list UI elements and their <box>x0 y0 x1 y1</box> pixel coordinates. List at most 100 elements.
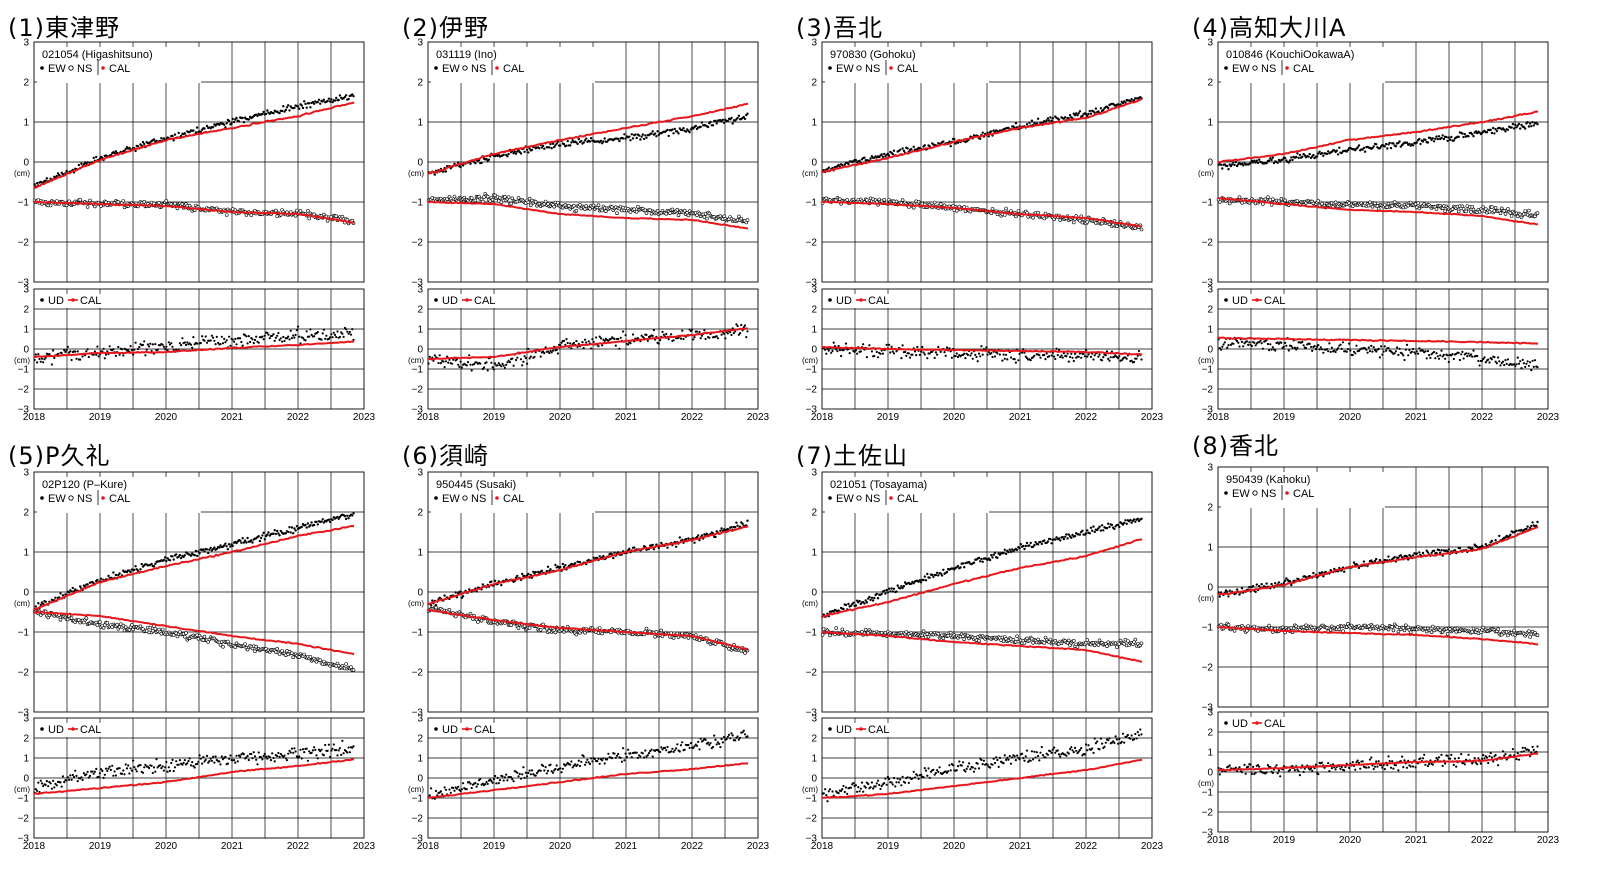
ud-point <box>505 773 508 776</box>
ud-point <box>679 337 683 340</box>
ud-point <box>1032 356 1035 359</box>
ew-point <box>549 142 552 146</box>
cal-ns-line <box>821 200 1143 228</box>
ew-point <box>1232 161 1235 164</box>
ew-point <box>942 140 945 143</box>
ns-point <box>295 208 299 213</box>
ud-point <box>1408 349 1411 352</box>
ns-point <box>1456 209 1461 214</box>
ud-point <box>1232 342 1235 345</box>
ud-point <box>1089 355 1093 358</box>
x-tick-label: 2020 <box>155 841 178 852</box>
ud-point <box>1457 351 1460 354</box>
ud-point <box>329 336 332 339</box>
ud-point <box>246 342 249 345</box>
ns-point <box>533 200 538 204</box>
ew-point <box>328 100 332 103</box>
ew-point <box>112 571 115 574</box>
ew-point <box>1099 107 1103 110</box>
ud-point <box>521 773 524 776</box>
ud-point <box>468 781 471 784</box>
ew-point <box>267 531 270 534</box>
ud-point <box>695 744 699 747</box>
vertical-y-tick-label: 1 <box>417 754 423 765</box>
ud-point <box>556 352 559 355</box>
ud-point <box>272 333 275 336</box>
ud-point <box>613 337 616 341</box>
ud-point <box>966 353 969 356</box>
ns-point <box>1283 198 1287 203</box>
ud-point <box>1318 348 1321 351</box>
ew-point <box>1269 157 1272 160</box>
ew-point <box>566 139 569 143</box>
ew-point <box>689 128 693 131</box>
ew-point <box>247 118 250 121</box>
ud-point <box>42 784 45 788</box>
ns-point <box>1085 220 1090 224</box>
ud-point <box>1375 350 1378 353</box>
ud-point <box>1271 346 1274 349</box>
ns-point <box>1320 201 1324 206</box>
ud-point <box>43 358 46 361</box>
ew-point <box>1249 161 1252 165</box>
ud-point <box>324 743 327 747</box>
ud-point <box>1499 364 1502 367</box>
ew-point <box>243 539 247 542</box>
ud-point <box>122 769 125 772</box>
ud-point <box>305 330 308 333</box>
ud-point <box>844 342 848 345</box>
ew-point <box>1035 122 1038 125</box>
ew-point <box>1088 109 1091 113</box>
ud-point <box>1284 341 1287 344</box>
panel-title: (4)高知大川A <box>1192 14 1347 42</box>
ud-point <box>74 350 77 353</box>
ud-point <box>182 761 185 765</box>
horizontal-y-tick-label: 1 <box>23 118 29 129</box>
ud-point <box>212 336 215 339</box>
ud-point <box>202 756 205 759</box>
ud-point <box>1437 357 1441 360</box>
ud-point <box>1059 356 1062 359</box>
ew-point <box>562 143 566 146</box>
ns-point <box>1443 209 1447 213</box>
ud-point <box>1514 365 1517 368</box>
cal-legend-label: CAL <box>109 63 130 75</box>
ud-point <box>1001 359 1004 362</box>
ew-point <box>1318 150 1321 153</box>
ns-point <box>349 665 353 669</box>
ud-point <box>575 340 578 343</box>
ew-point <box>598 555 601 558</box>
x-tick-label: 2021 <box>1009 412 1032 423</box>
ns-legend-marker <box>68 495 74 501</box>
ud-point <box>577 759 580 762</box>
ew-point <box>288 109 291 112</box>
ew-point <box>1375 143 1378 146</box>
ud-point <box>66 345 69 348</box>
ns-point <box>600 208 604 213</box>
ew-point <box>1394 145 1398 148</box>
ns-point <box>1535 211 1540 215</box>
ud-point <box>39 360 42 363</box>
ud-point <box>223 337 226 340</box>
ud-point <box>279 752 282 756</box>
ud-point <box>460 788 463 791</box>
ud-point <box>1345 350 1348 353</box>
ns-point <box>543 199 548 204</box>
ud-point <box>308 750 311 753</box>
ud-point <box>1125 357 1128 360</box>
ew-point <box>205 124 209 128</box>
ew-point <box>67 591 71 594</box>
ud-point <box>651 334 654 337</box>
ud-point <box>511 357 514 360</box>
ud-point <box>457 785 460 788</box>
ew-point <box>171 134 174 138</box>
ud-point <box>1426 350 1429 353</box>
ud-point <box>1387 347 1390 350</box>
ns-legend-marker <box>1252 65 1258 71</box>
ns-point <box>334 214 339 218</box>
ud-point <box>71 773 74 777</box>
ud-point <box>85 350 88 353</box>
horizontal-y-tick-label: 3 <box>23 38 29 49</box>
ew-point <box>316 523 319 526</box>
ew-point <box>34 605 37 608</box>
